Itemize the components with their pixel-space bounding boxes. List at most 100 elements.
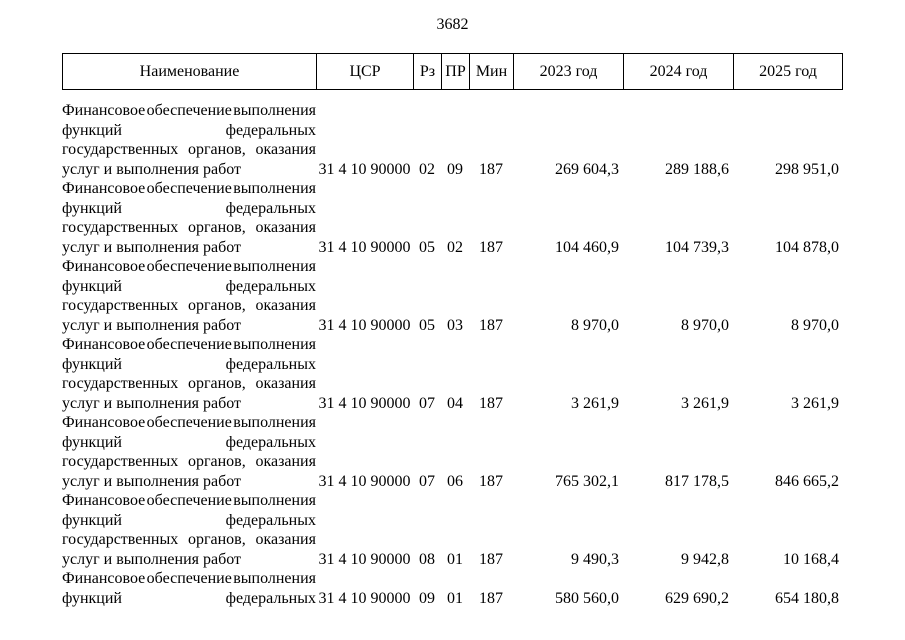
cell-csr: 31 4 10 90000 [318,160,411,178]
cell-2024: 817 178,5 [665,472,729,490]
cell-2025: 104 878,0 [775,238,839,256]
name-line: функций федеральных [62,277,316,297]
name-line: функций федеральных [62,121,316,141]
cell-2023: 104 460,9 [555,238,619,256]
name-line: Финансовое обеспечение выполнения [62,101,316,121]
name-word: органов, [187,453,246,470]
name-word: обеспечение [146,258,232,275]
name-word: федеральных [225,121,316,139]
name-word: выполнения [233,414,316,431]
name-word: выполнения [233,258,316,275]
cell-2023: 9 490,3 [571,550,619,568]
cell-2024: 629 690,2 [665,589,729,607]
column-header-min: Мин [469,54,513,89]
table-row: Финансовое обеспечение выполнения функций фе… [62,101,843,179]
name-word: федеральных [225,589,316,607]
name-line: Финансовое обеспечение выполнения [62,491,316,511]
name-word: Финансовое [62,180,146,197]
name-word: государственных [62,219,179,236]
cell-rz: 09 [419,589,435,607]
name-line: Финансовое обеспечение выполнения [62,569,316,589]
name-word: выполнения [233,570,316,587]
name-line: услуг и выполнения работ [62,160,242,178]
cell-2024: 104 739,3 [665,238,729,256]
cell-csr: 31 4 10 90000 [318,472,411,490]
name-word: Финансовое [62,102,146,119]
name-line: услуг и выполнения работ [62,472,242,490]
name-line: государственных органов, оказания [62,218,316,238]
cell-2023: 269 604,3 [555,160,619,178]
name-line: услуг и выполнения работ [62,238,242,256]
cell-name: Финансовое обеспечение выполнения функций фе… [62,491,316,569]
name-word: органов, [187,141,246,158]
name-word: оказания [255,531,316,548]
cell-csr: 31 4 10 90000 [318,550,411,568]
name-line: функций федеральных [62,511,316,531]
name-word: федеральных [225,277,316,295]
name-line: Финансовое обеспечение выполнения [62,179,316,199]
name-word: федеральных [225,355,316,373]
name-word: государственных [62,453,179,470]
name-word: выполнения [233,336,316,353]
cell-rz: 05 [419,238,435,256]
name-word: выполнения [233,102,316,119]
name-word: органов, [187,297,246,314]
cell-rz: 07 [419,394,435,412]
cell-2024: 3 261,9 [681,394,729,412]
cell-min: 187 [479,472,503,490]
name-word: оказания [255,453,316,470]
name-word: функций [62,433,122,451]
table-body: Финансовое обеспечение выполнения функций фе… [62,101,843,608]
cell-2025: 298 951,0 [775,160,839,178]
name-word: обеспечение [146,570,232,587]
cell-min: 187 [479,550,503,568]
table-row: Финансовое обеспечение выполнения функций фе… [62,413,843,491]
name-word: федеральных [225,433,316,451]
name-word: оказания [255,141,316,158]
cell-pr: 03 [447,316,463,334]
cell-2024: 9 942,8 [681,550,729,568]
name-word: обеспечение [146,492,232,509]
cell-name: Финансовое обеспечение выполнения функций фе… [62,101,316,179]
name-line: функций федеральных [62,199,316,219]
column-header-name: Наименование [139,62,240,80]
cell-rz: 05 [419,316,435,334]
cell-name: Финансовое обеспечение выполнения функций фе… [62,257,316,335]
name-word: обеспечение [146,336,232,353]
name-word: Финансовое [62,258,146,275]
table-row: Финансовое обеспечение выполнения функций фе… [62,491,843,569]
cell-min: 187 [479,589,503,607]
cell-2023: 8 970,0 [571,316,619,334]
cell-2023: 765 302,1 [555,472,619,490]
name-word: функций [62,589,122,607]
cell-csr: 31 4 10 90000 [318,589,411,607]
cell-csr: 31 4 10 90000 [318,394,411,412]
name-line: услуг и выполнения работ [62,394,242,412]
cell-rz: 07 [419,472,435,490]
name-line: государственных органов, оказания [62,452,316,472]
cell-pr: 01 [447,550,463,568]
name-line: услуг и выполнения работ [62,316,242,334]
name-word: Финансовое [62,336,146,353]
table-header-row: Наименование ЦСР Рз ПР Мин 2023 год 2024… [62,53,843,90]
column-header-2024: 2024 год [623,54,733,89]
name-word: государственных [62,531,179,548]
name-word: Финансовое [62,492,146,509]
cell-pr: 01 [447,589,463,607]
name-word: функций [62,355,122,373]
column-header-2023: 2023 год [513,54,623,89]
name-word: государственных [62,141,179,158]
cell-rz: 02 [419,160,435,178]
name-word: органов, [187,375,246,392]
name-word: обеспечение [146,414,232,431]
name-line: услуг и выполнения работ [62,550,242,568]
column-header-csr: ЦСР [316,54,413,89]
column-header-2025: 2025 год [733,54,842,89]
cell-pr: 06 [447,472,463,490]
name-word: Финансовое [62,414,146,431]
name-word: органов, [187,531,246,548]
cell-name: Финансовое обеспечение выполнения функций фе… [62,569,316,608]
table-row: Финансовое обеспечение выполнения функций фе… [62,335,843,413]
table-row: Финансовое обеспечение выполнения функций фе… [62,179,843,257]
